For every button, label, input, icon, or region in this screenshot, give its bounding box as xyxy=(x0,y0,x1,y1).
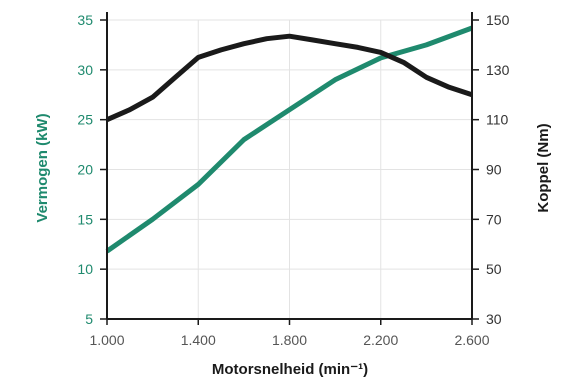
vermogen-line xyxy=(105,25,473,254)
series-lines xyxy=(105,25,473,254)
right-axis-label: Koppel (Nm) xyxy=(535,123,552,212)
gridlines xyxy=(106,19,473,320)
right-tick-label: 30 xyxy=(486,311,502,327)
right-tick-label: 150 xyxy=(486,12,510,28)
right-tick-label: 130 xyxy=(486,62,510,78)
right-tick-label: 90 xyxy=(486,162,502,178)
x-tick-label: 1.800 xyxy=(272,332,307,348)
left-tick-label: 25 xyxy=(77,112,93,128)
left-tick-label: 35 xyxy=(77,12,93,28)
left-tick-label: 10 xyxy=(77,261,93,277)
left-axis-label: Vermogen (kW) xyxy=(34,113,51,222)
axes xyxy=(100,12,479,325)
left-tick-label: 30 xyxy=(77,62,93,78)
koppel-line xyxy=(105,33,473,122)
x-tick-label: 1.400 xyxy=(181,332,216,348)
tick-labels: 5 10 15 20 25 30 35 30 50 70 90 110 130 150 1.000 1.400… xyxy=(77,12,509,348)
left-tick-label: 15 xyxy=(77,211,93,227)
right-tick-label: 70 xyxy=(486,211,502,227)
x-tick-label: 2.200 xyxy=(363,332,398,348)
x-axis-label: Motorsnelheid (min⁻¹) xyxy=(212,361,368,378)
left-tick-label: 5 xyxy=(85,311,93,327)
x-tick-label: 2.600 xyxy=(454,332,489,348)
right-tick-label: 50 xyxy=(486,261,502,277)
left-tick-label: 20 xyxy=(77,162,93,178)
x-tick-label: 1.000 xyxy=(89,332,124,348)
right-tick-label: 110 xyxy=(486,112,509,128)
